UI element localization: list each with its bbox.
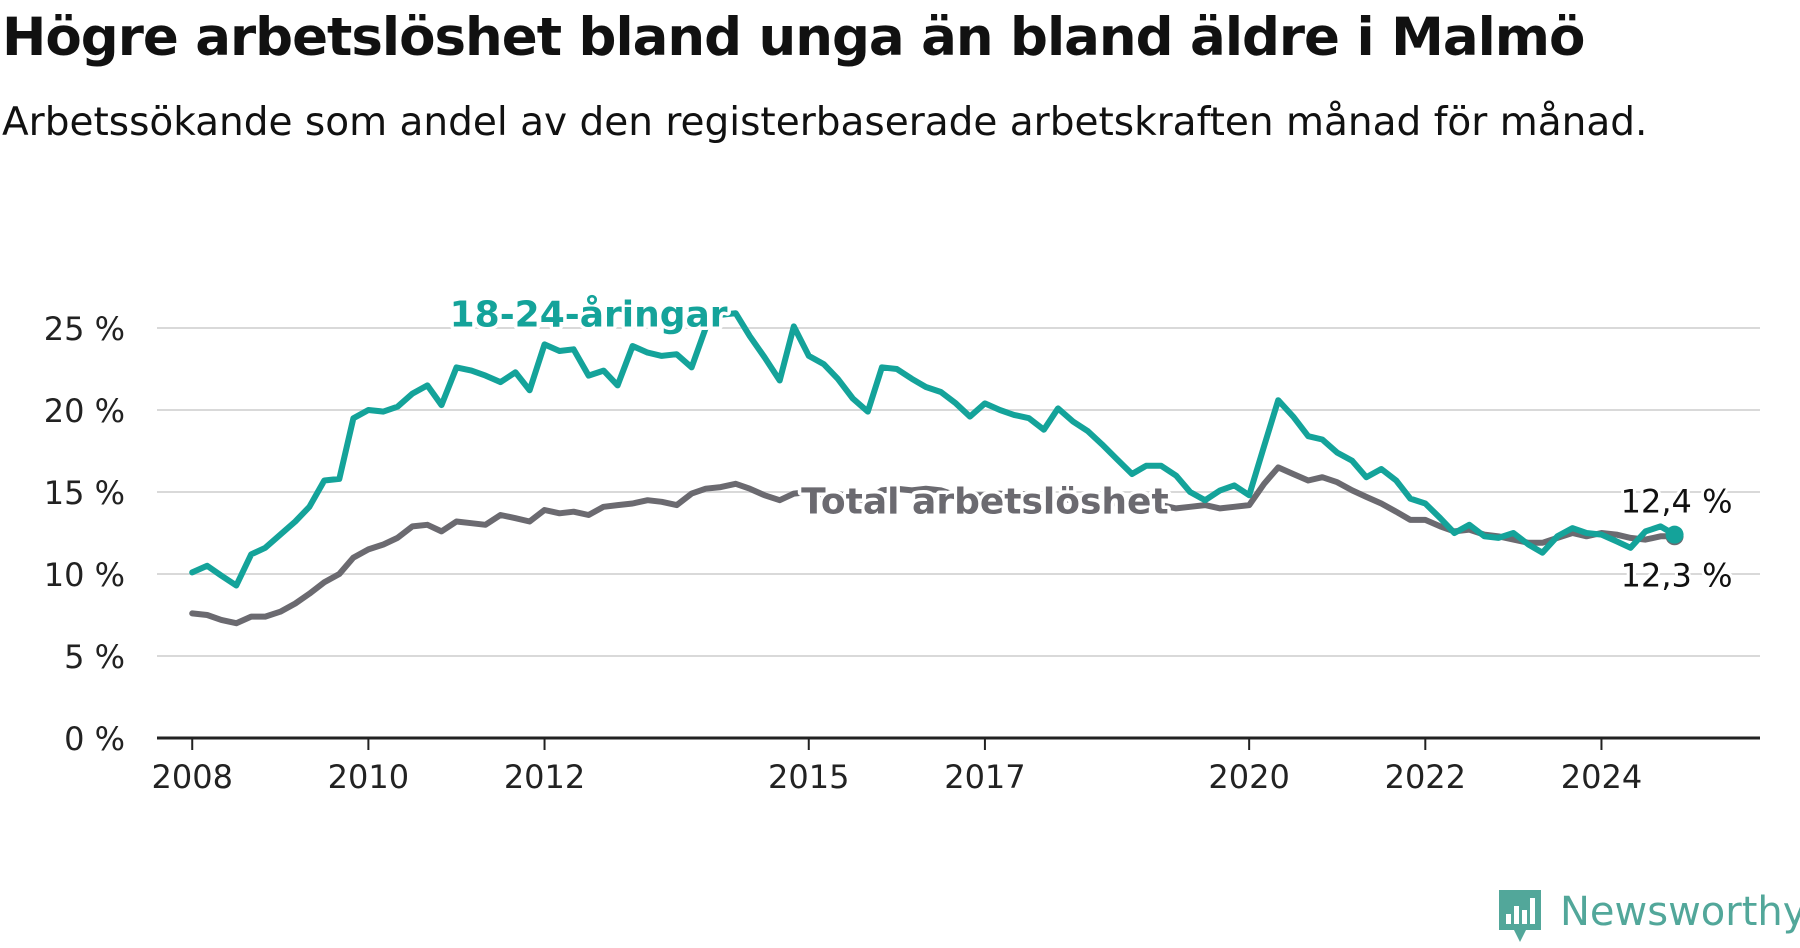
series-line <box>189 310 1678 589</box>
series-line <box>189 464 1678 627</box>
x-axis-ticks: 2008 2010 2012 2015 2017 2020 2022 2024 <box>152 738 1642 796</box>
y-tick-label: 15 % <box>44 474 125 512</box>
y-tick-label: 10 % <box>44 556 125 594</box>
x-tick-label: 2024 <box>1561 758 1642 796</box>
x-tick-label: 2010 <box>328 758 409 796</box>
series-end-label: 12,4 % <box>1621 483 1733 521</box>
chart-subtitle: Arbetssökande som andel av den registerb… <box>2 100 1648 145</box>
series-name-label: Total arbetslöshet <box>801 481 1169 522</box>
x-tick-label: 2017 <box>944 758 1025 796</box>
x-tick-label: 2008 <box>152 758 233 796</box>
y-axis-ticks: 0 % 5 % 10 % 15 % 20 % 25 % <box>44 310 125 758</box>
x-tick-label: 2012 <box>504 758 585 796</box>
x-tick-label: 2022 <box>1385 758 1466 796</box>
y-tick-label: 0 % <box>64 720 125 758</box>
series-lines <box>189 310 1684 627</box>
x-tick-label: 2020 <box>1208 758 1289 796</box>
newsworthy-logo-icon <box>1499 890 1541 942</box>
brand-name: Newsworthy <box>1560 889 1800 935</box>
grid-lines <box>157 327 1760 657</box>
x-tick-label: 2015 <box>768 758 849 796</box>
series-end-label: 12,3 % <box>1621 556 1733 594</box>
y-tick-label: 5 % <box>64 638 125 676</box>
line-chart: 0 %5 %10 %15 %20 %25 % 2008 2010 2012 2015 2… <box>43 291 1760 796</box>
y-tick-label: 25 % <box>44 310 125 348</box>
chart-title: Högre arbetslöshet bland unga än bland ä… <box>2 7 1585 68</box>
series-labels: Total arbetslöshet 12,3 % 18-24-åringar 12,… <box>446 291 1735 597</box>
series-name-label: 18-24-åringar <box>450 294 728 335</box>
series-end-marker <box>1665 525 1684 544</box>
y-tick-label: 20 % <box>44 392 125 430</box>
